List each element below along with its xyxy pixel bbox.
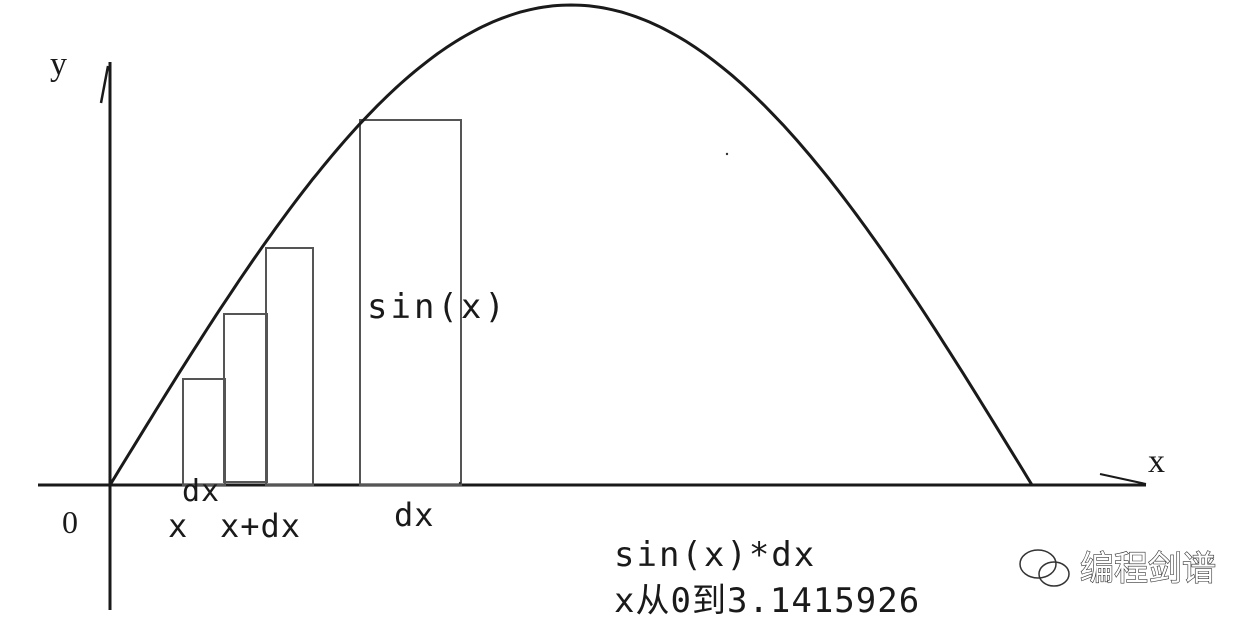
speck: [725, 152, 729, 156]
dx-small-label: dx: [182, 474, 220, 509]
strip-rect-large: [359, 119, 462, 486]
x-plus-dx-label: x+dx: [220, 507, 301, 545]
wechat-icon: [1018, 548, 1071, 588]
watermark-text: 编程剑谱: [1080, 549, 1216, 589]
strip-rect-1: [182, 378, 226, 486]
y-axis-tip: [99, 65, 110, 104]
origin-label: 0: [62, 504, 78, 540]
strip-rect-2: [223, 313, 268, 483]
dx-large-label: dx: [394, 496, 435, 534]
formula-line-1: sin(x)*dx: [614, 535, 816, 575]
sine-curve: [108, 3, 1034, 486]
x-tick-label: x: [168, 507, 187, 545]
strip-rect-3: [265, 247, 314, 486]
x-axis-tip: [1099, 473, 1147, 485]
x-axis-label: x: [1148, 443, 1165, 480]
watermark: 编程剑谱: [1018, 548, 1217, 590]
speck: [458, 481, 462, 485]
sin-x-label: sin(x): [367, 287, 508, 327]
formula-line-2: x从0到3.1415926: [614, 581, 920, 618]
y-axis-label: y: [50, 46, 67, 83]
